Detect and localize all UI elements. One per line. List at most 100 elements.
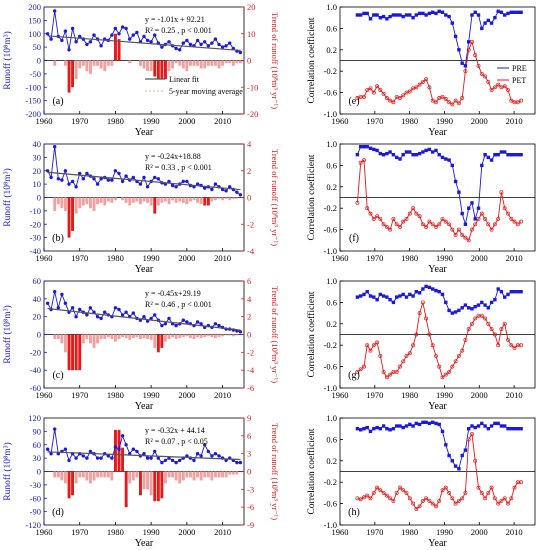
trend-bar — [214, 334, 217, 339]
pet-point — [463, 490, 468, 495]
pre-point — [473, 217, 477, 221]
pre-point — [450, 459, 454, 463]
pre-point — [431, 287, 435, 291]
trend-bar — [174, 334, 178, 339]
trend-bar — [146, 334, 149, 339]
right-tick-label: -4 — [247, 246, 255, 256]
pre-point — [467, 40, 471, 44]
x-tick-label: 1960 — [36, 390, 53, 400]
runoff-point — [163, 322, 168, 326]
pre-point — [516, 427, 520, 431]
corr-tick-label: -1.0 — [324, 520, 337, 530]
pet-point — [355, 200, 360, 205]
pet-point — [420, 79, 425, 84]
pet-point — [456, 227, 461, 232]
left-tick-label: 120 — [28, 413, 41, 423]
trend-bar — [210, 334, 214, 338]
pet-point — [453, 359, 458, 364]
left-tick-label: 90 — [33, 426, 42, 436]
runoff-point — [124, 174, 128, 178]
trend-bar — [128, 197, 132, 206]
runoff-point — [195, 38, 200, 43]
x-tick-label: 1960 — [332, 253, 349, 263]
runoff-point — [113, 169, 118, 173]
pre-point — [401, 425, 405, 430]
trend-bar — [85, 197, 89, 205]
pet-point — [476, 485, 481, 490]
trend-bar — [135, 471, 139, 478]
pet-point — [420, 222, 425, 227]
runoff-point — [95, 315, 100, 319]
pet-point — [401, 219, 406, 224]
trend-bar — [210, 471, 214, 481]
runoff-point — [78, 307, 82, 312]
trend-bar — [71, 60, 74, 88]
runoff-point — [92, 33, 96, 37]
right-tick-label: -3 — [247, 484, 254, 494]
runoff-point — [81, 177, 86, 181]
trend-bar — [185, 60, 189, 72]
pet-point — [440, 94, 445, 99]
runoff-point — [199, 42, 203, 47]
trend-bar — [60, 471, 64, 481]
pre-point — [516, 290, 520, 294]
pet-point — [407, 211, 412, 216]
pre-point — [453, 34, 458, 39]
runoff-point — [238, 50, 243, 55]
plot-frame — [339, 280, 536, 389]
pet-point — [404, 490, 409, 495]
trend-bar — [71, 197, 74, 231]
trend-bar — [146, 471, 149, 490]
pre-point — [463, 303, 468, 307]
runoff-point — [167, 40, 171, 44]
runoff-point — [181, 41, 185, 45]
x-tick-label: 2000 — [178, 527, 195, 537]
left-tick-label: -50 — [30, 69, 41, 79]
pet-point — [519, 343, 524, 348]
pet-point — [437, 222, 442, 227]
pre-point — [362, 145, 366, 149]
corr-tick-label: -0.6 — [324, 362, 337, 372]
runoff-point — [238, 460, 243, 465]
trend-bar — [189, 334, 192, 339]
trend-bar — [228, 334, 232, 336]
runoff-point — [99, 44, 103, 48]
trend-bar — [56, 471, 60, 478]
runoff-point — [156, 177, 160, 181]
trend-bar — [92, 334, 96, 348]
pre-point — [463, 64, 468, 68]
pre-point — [365, 290, 369, 294]
trend-bar — [171, 197, 174, 201]
x-tick-label: 1980 — [107, 390, 124, 400]
pre-point — [440, 10, 445, 14]
runoff-point — [99, 456, 103, 460]
linear-fit-line — [47, 451, 241, 461]
pet-point — [388, 98, 393, 103]
pet-point — [362, 495, 366, 500]
x-tick-label: 1990 — [143, 390, 160, 400]
pre-point — [470, 13, 474, 17]
trend-bar — [81, 471, 85, 478]
runoff-point — [60, 292, 64, 297]
pre-point — [381, 294, 386, 298]
pet-point — [378, 216, 383, 221]
pet-point — [496, 216, 501, 221]
pre-point — [467, 427, 471, 431]
runoff-point — [213, 182, 218, 186]
trend-bar — [221, 471, 224, 478]
pet-point — [456, 101, 461, 106]
left-tick-label: -60 — [30, 493, 41, 503]
pre-point — [480, 163, 484, 168]
runoff-point — [67, 458, 71, 463]
x-axis-title: Year — [135, 401, 154, 412]
runoff-point — [70, 179, 75, 184]
trend-bar — [53, 334, 57, 339]
pre-point — [368, 146, 373, 150]
trend-bar — [228, 197, 232, 201]
pre-point — [388, 14, 392, 19]
corr-tick-label: -0.2 — [324, 203, 337, 213]
runoff-point — [217, 42, 221, 47]
pre-point — [398, 13, 402, 17]
pet-point — [394, 94, 399, 99]
left-tick-label: 50 — [33, 42, 42, 52]
